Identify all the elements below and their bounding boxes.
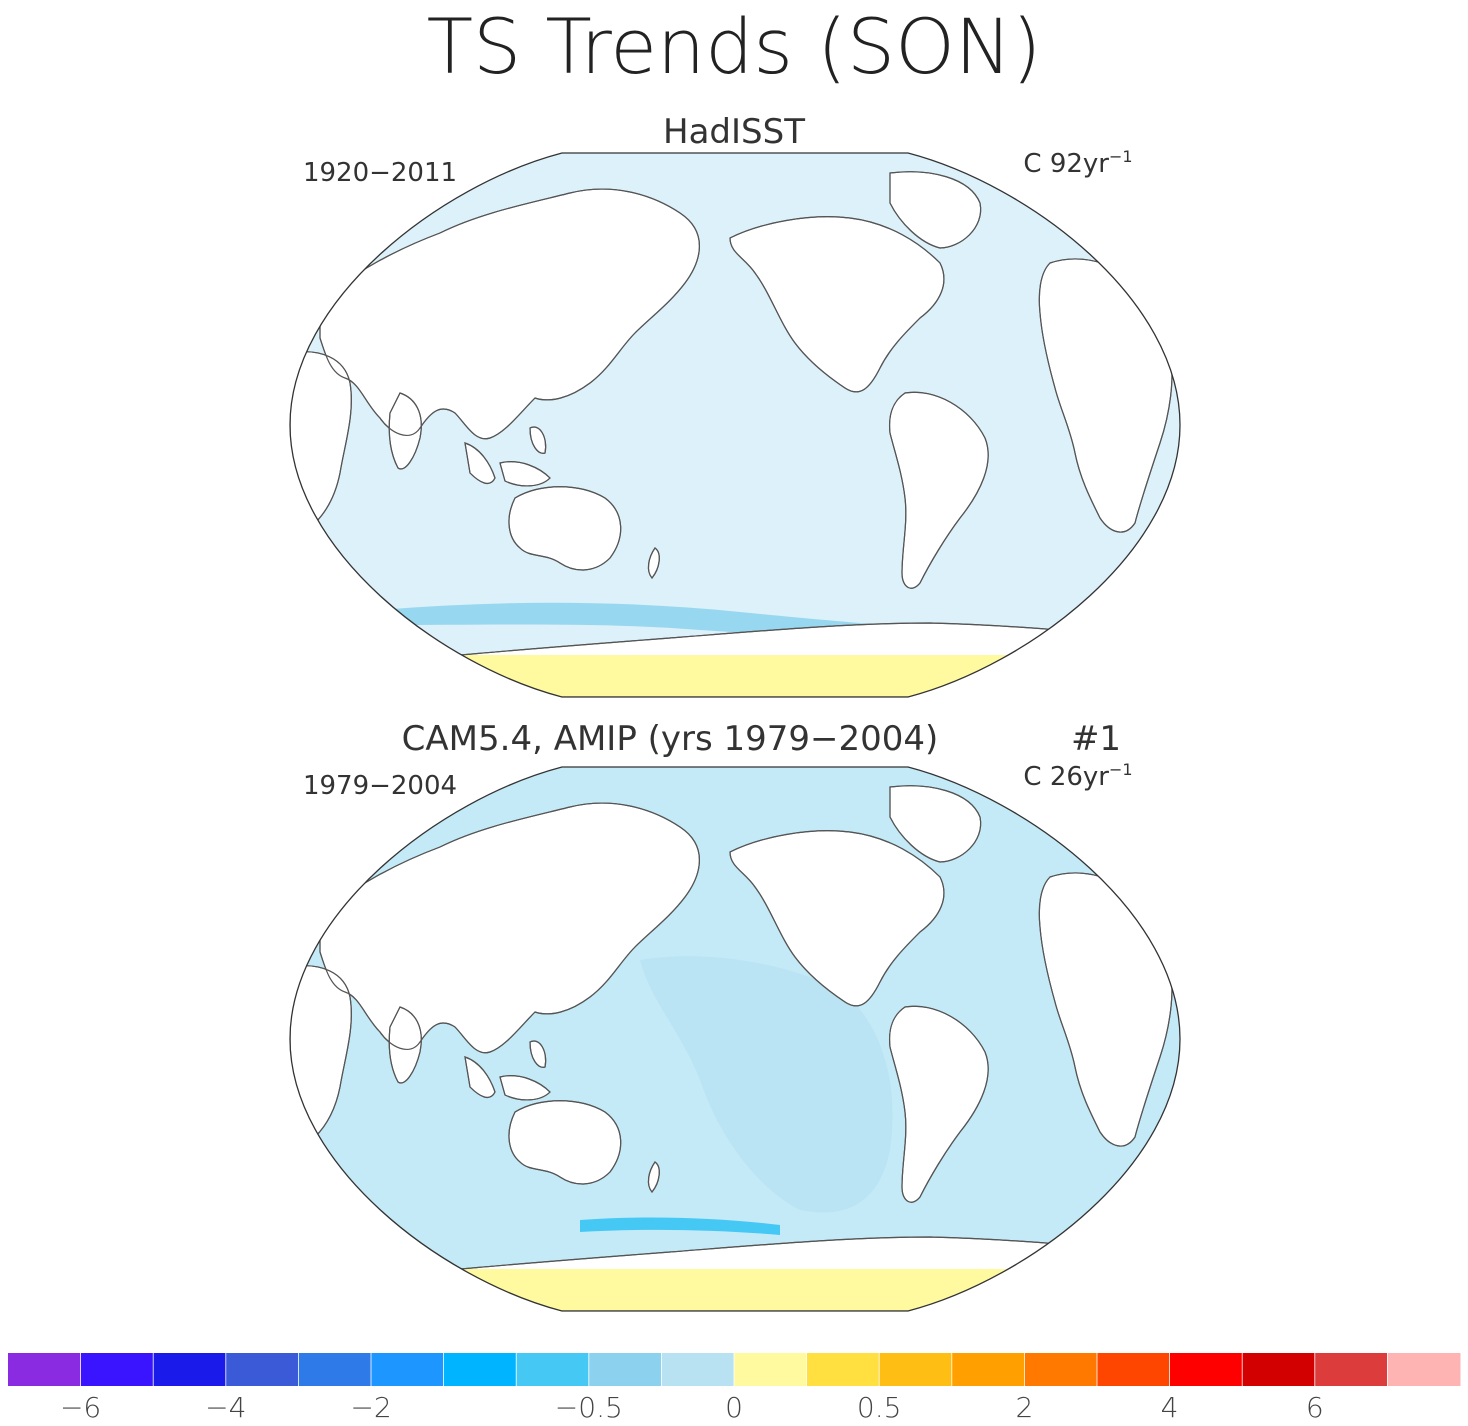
- colorbar-swatch: [734, 1353, 808, 1386]
- colorbar-swatch: [588, 1353, 662, 1386]
- colorbar-tick-label: −6: [60, 1391, 101, 1424]
- panel-period: 1920−2011: [303, 158, 457, 188]
- cool-stripe: [580, 1217, 780, 1235]
- units-prefix: C 92yr: [1023, 149, 1109, 179]
- colorbar-tick-label: 6: [1306, 1391, 1324, 1424]
- colorbar-swatch: [298, 1353, 372, 1386]
- colorbar-swatch: [80, 1353, 154, 1386]
- colorbar-swatch: [8, 1353, 82, 1386]
- panel-title: HadISST: [663, 112, 805, 152]
- map-field: [290, 153, 1180, 697]
- colorbar-tick-label: 0.5: [857, 1391, 902, 1424]
- colorbar-swatch: [1097, 1353, 1171, 1386]
- map-field: [290, 767, 1180, 1311]
- colorbar-swatch: [1314, 1353, 1388, 1386]
- colorbar-swatch: [806, 1353, 880, 1386]
- colorbar-swatch: [371, 1353, 445, 1386]
- panel-title: CAM5.4, AMIP (yrs 1979−2004): [402, 719, 939, 759]
- map-frame: [289, 766, 1181, 1312]
- colorbar-tick-label: −0.5: [555, 1391, 623, 1424]
- colorbar-swatch: [516, 1353, 590, 1386]
- colorbar-tick-label: 0: [725, 1391, 743, 1424]
- cool-tongue: [640, 956, 893, 1213]
- units-exponent: −1: [1109, 760, 1133, 779]
- colorbar-labels: −6 −4 −2 −0.5 0 0.5 2 4 6: [60, 1391, 1324, 1424]
- panel-units: C 92yr−1: [1023, 147, 1132, 179]
- figure-title: TS Trends (SON): [427, 2, 1042, 91]
- antarctic-fill: [290, 1269, 1180, 1311]
- colorbar-tick-label: 2: [1015, 1391, 1033, 1424]
- colorbar-swatch: [879, 1353, 953, 1386]
- panel-hadisst: HadISST 1920−2011 C 92yr−1: [289, 112, 1181, 698]
- colorbar-tick-label: −2: [350, 1391, 391, 1424]
- colorbar-swatch: [1024, 1353, 1098, 1386]
- units-prefix: C 26yr: [1023, 762, 1109, 792]
- colorbar-swatch: [153, 1353, 227, 1386]
- colorbar-swatch: [951, 1353, 1025, 1386]
- panel-period: 1979−2004: [303, 771, 457, 801]
- colorbar-swatch: [225, 1353, 299, 1386]
- colorbar-tick-label: −4: [205, 1391, 246, 1424]
- colorbar-swatch: [1169, 1353, 1243, 1386]
- antarctic-fill: [290, 655, 1180, 697]
- colorbar: [8, 1353, 1461, 1386]
- colorbar-swatch: [1387, 1353, 1461, 1386]
- units-exponent: −1: [1109, 147, 1133, 166]
- map-frame: [289, 152, 1181, 698]
- colorbar-swatch: [443, 1353, 517, 1386]
- panel-member: #1: [1071, 719, 1121, 759]
- colorbar-swatch: [661, 1353, 735, 1386]
- colorbar-tick-label: 4: [1161, 1391, 1179, 1424]
- panel-units: C 26yr−1: [1023, 760, 1132, 792]
- colorbar-swatch: [1242, 1353, 1316, 1386]
- panel-cam54: CAM5.4, AMIP (yrs 1979−2004) #1 1979−200…: [289, 719, 1181, 1312]
